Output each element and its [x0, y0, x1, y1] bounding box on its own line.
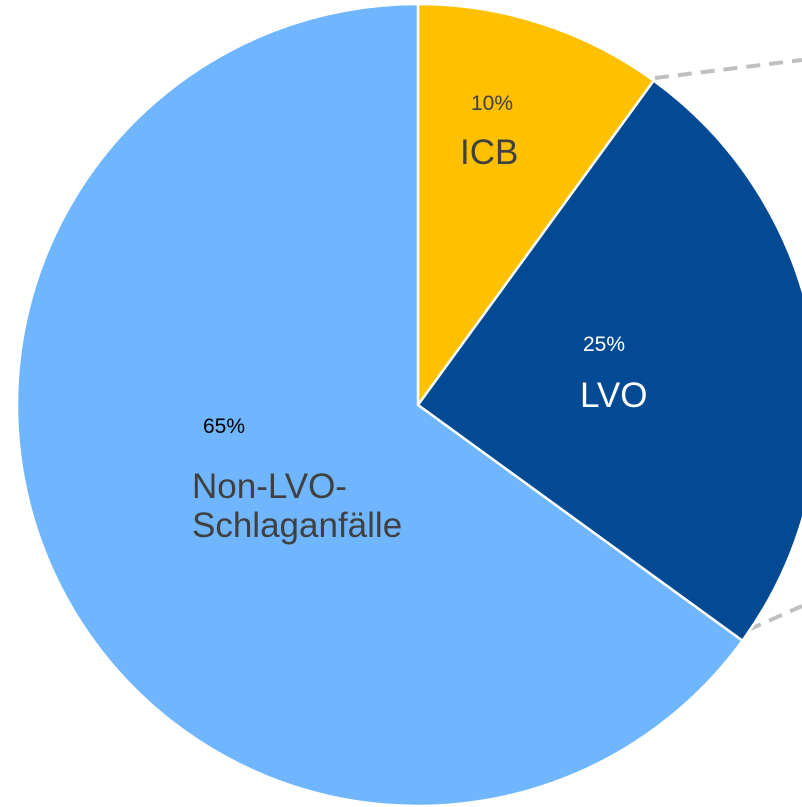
connector-line	[654, 58, 802, 80]
pie-slice	[416, 78, 802, 643]
pie-slice	[15, 2, 745, 807]
slice-category-label: LVO	[580, 376, 648, 415]
pie-slice	[416, 2, 656, 409]
slice-value-label: 25%	[583, 333, 626, 356]
slice-value-label: 65%	[203, 415, 246, 438]
slice-category-label: Non-LVO-Schlaganfälle	[192, 467, 403, 545]
slice-category-label: ICB	[460, 133, 519, 172]
slice-value-label: 10%	[471, 92, 514, 115]
connector-line	[747, 604, 802, 632]
